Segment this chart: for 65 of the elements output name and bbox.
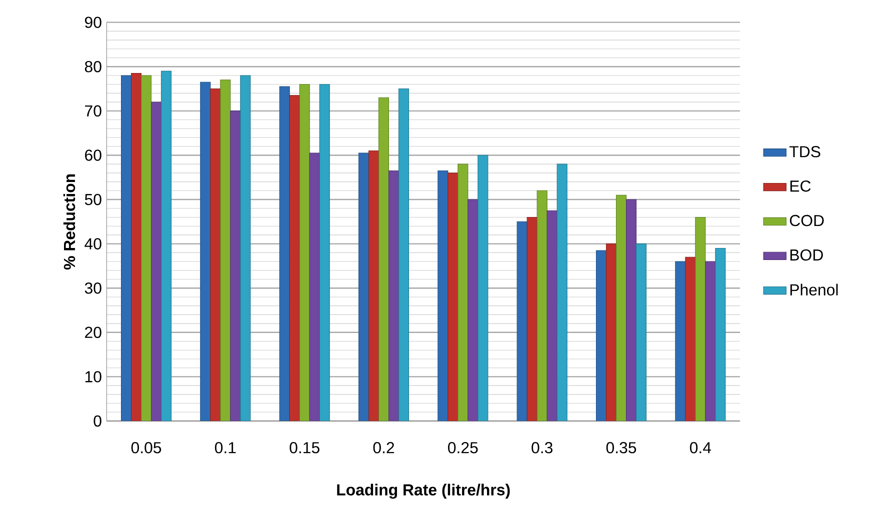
bar bbox=[150, 102, 162, 421]
bar bbox=[120, 75, 132, 421]
bar bbox=[130, 73, 142, 421]
bar bbox=[705, 261, 716, 421]
x-tick-label: 0.3 bbox=[532, 442, 552, 454]
legend-label: COD bbox=[790, 214, 824, 226]
x-axis-title: Loading Rate (litre/hrs) bbox=[337, 484, 510, 499]
y-axis-title: % Reduction bbox=[63, 174, 76, 270]
legend-label: BOD bbox=[790, 249, 823, 261]
y-tick-label: 20 bbox=[85, 326, 102, 338]
bar bbox=[160, 70, 172, 421]
x-tick-label: 0.05 bbox=[131, 442, 162, 454]
x-tick-label: 0.25 bbox=[448, 442, 478, 454]
bar bbox=[546, 210, 558, 421]
bar bbox=[516, 221, 528, 421]
bar bbox=[398, 88, 410, 421]
bar bbox=[368, 150, 380, 421]
bar bbox=[309, 152, 320, 421]
y-tick-label: 80 bbox=[84, 60, 102, 72]
bar bbox=[289, 95, 300, 421]
bar bbox=[458, 164, 468, 421]
bar bbox=[596, 250, 607, 421]
bar bbox=[279, 86, 290, 421]
y-tick-label: 0 bbox=[94, 415, 102, 427]
y-tick-label: 30 bbox=[84, 282, 102, 294]
bar bbox=[685, 256, 696, 421]
bar bbox=[230, 110, 241, 421]
y-tick-label: 60 bbox=[85, 150, 102, 161]
bar bbox=[210, 88, 221, 421]
bar bbox=[526, 216, 538, 421]
bar bbox=[556, 164, 568, 421]
bar bbox=[378, 97, 390, 421]
legend-label: EC bbox=[790, 180, 811, 192]
bar bbox=[200, 82, 211, 421]
y-tick-label: 50 bbox=[84, 194, 102, 206]
bar bbox=[358, 152, 370, 421]
bar bbox=[220, 80, 231, 421]
y-tick-label: 40 bbox=[84, 238, 102, 250]
legend-label: TDS bbox=[789, 146, 820, 158]
bar bbox=[478, 154, 488, 421]
x-tick-label: 0.35 bbox=[606, 442, 636, 454]
y-tick-label: 10 bbox=[85, 371, 102, 382]
x-tick-label: 0.4 bbox=[690, 442, 712, 454]
legend-label: Phenol bbox=[790, 284, 838, 296]
bar bbox=[448, 172, 458, 421]
bar bbox=[606, 244, 617, 421]
x-tick-label: 0.15 bbox=[290, 442, 320, 454]
bar bbox=[319, 84, 330, 421]
bar bbox=[468, 199, 478, 421]
bar bbox=[616, 194, 627, 421]
y-tick-label: 70 bbox=[85, 105, 102, 117]
bar bbox=[536, 190, 548, 421]
bar bbox=[636, 244, 647, 421]
bar bbox=[299, 84, 310, 421]
bar bbox=[388, 170, 400, 421]
x-tick-label: 0.1 bbox=[214, 442, 236, 454]
bar bbox=[240, 75, 251, 421]
bar bbox=[140, 75, 152, 421]
bar bbox=[695, 216, 706, 421]
bar bbox=[626, 199, 637, 421]
y-tick-label: 90 bbox=[84, 16, 102, 28]
bar bbox=[715, 248, 726, 421]
bar bbox=[675, 261, 686, 421]
bar bbox=[438, 170, 448, 421]
x-tick-label: 0.2 bbox=[373, 442, 394, 454]
